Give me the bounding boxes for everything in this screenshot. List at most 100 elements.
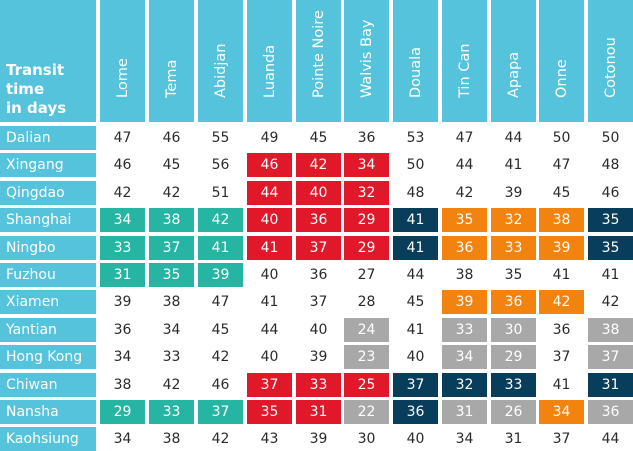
table-cell: 42 (211, 349, 230, 365)
table-cell: 41 (552, 267, 571, 283)
table-cell: 45 (162, 157, 181, 173)
corner-label-line-2: time (6, 80, 45, 98)
column-header-label: Luanda (261, 44, 278, 98)
table-cell: 40 (260, 349, 279, 365)
column-header-label: Apapa (505, 51, 522, 98)
table-cell: 37 (149, 236, 194, 260)
table-cell: 38 (455, 267, 474, 283)
table-cell: 37 (552, 349, 571, 365)
table-cell: 31 (504, 431, 523, 447)
table-cell: 44 (260, 322, 279, 338)
table-cell: 36 (442, 236, 487, 260)
table-cell: 34 (113, 349, 132, 365)
row-header-dalian: Dalian (0, 126, 96, 150)
row-header-fuzhou: Fuzhou (0, 263, 96, 287)
table-cell: 29 (344, 236, 389, 260)
table-cell: 35 (149, 263, 194, 287)
row-header-chiwan: Chiwan (0, 373, 96, 397)
table-cell: 40 (260, 267, 279, 283)
column-header-tema: Tema (149, 0, 194, 122)
table-cell: 45 (309, 130, 328, 146)
column-header-label: Lome (114, 58, 131, 98)
table-cell: 33 (491, 236, 536, 260)
column-header-label: Pointe Noire (310, 10, 327, 98)
table-cell: 41 (393, 208, 438, 232)
table-cell: 38 (162, 294, 181, 310)
row-header-kaohsiung: Kaohsiung (0, 427, 96, 451)
table-cell: 37 (309, 294, 328, 310)
table-cell: 22 (344, 400, 389, 424)
table-corner-header: Transit time in days (0, 0, 96, 122)
table-cell: 41 (406, 322, 425, 338)
table-cell: 25 (344, 373, 389, 397)
table-cell: 33 (296, 373, 341, 397)
table-cell: 34 (100, 208, 145, 232)
column-header-luanda: Luanda (247, 0, 292, 122)
table-cell: 42 (113, 185, 132, 201)
column-header-label: Cotonou (602, 37, 619, 98)
table-cell: 50 (552, 130, 571, 146)
table-cell: 34 (442, 345, 487, 369)
corner-label-line-3: in days (6, 99, 67, 117)
table-cell: 36 (552, 322, 571, 338)
table-cell: 37 (393, 373, 438, 397)
row-header-nansha: Nansha (0, 400, 96, 424)
row-header-shanghai: Shanghai (0, 208, 96, 232)
column-header-cotonou: Cotonou (588, 0, 633, 122)
column-header-tin-can: Tin Can (442, 0, 487, 122)
table-cell: 45 (552, 185, 571, 201)
table-cell: 32 (442, 373, 487, 397)
table-cell: 40 (309, 322, 328, 338)
table-cell: 34 (455, 431, 474, 447)
table-cell: 44 (406, 267, 425, 283)
table-cell: 44 (504, 130, 523, 146)
table-cell: 36 (393, 400, 438, 424)
row-header-yantian: Yantian (0, 318, 96, 342)
table-cell: 36 (296, 208, 341, 232)
table-cell: 27 (357, 267, 376, 283)
table-cell: 49 (260, 130, 279, 146)
table-cell: 37 (296, 236, 341, 260)
table-cell: 47 (552, 157, 571, 173)
table-cell: 34 (539, 400, 584, 424)
table-cell: 39 (442, 290, 487, 314)
table-cell: 50 (406, 157, 425, 173)
table-cell: 39 (504, 185, 523, 201)
corner-label-line-1: Transit (6, 61, 65, 79)
table-cell: 34 (113, 431, 132, 447)
table-cell: 39 (309, 349, 328, 365)
table-cell: 36 (588, 400, 633, 424)
table-cell: 31 (296, 400, 341, 424)
table-cell: 40 (247, 208, 292, 232)
table-cell: 35 (588, 236, 633, 260)
row-header-ningbo: Ningbo (0, 236, 96, 260)
table-cell: 34 (344, 153, 389, 177)
table-cell: 51 (211, 185, 230, 201)
table-cell: 55 (211, 130, 230, 146)
row-header-xingang: Xingang (0, 153, 96, 177)
table-cell: 35 (442, 208, 487, 232)
table-cell: 29 (491, 345, 536, 369)
table-cell: 26 (491, 400, 536, 424)
column-header-label: Tin Can (456, 43, 473, 98)
table-cell: 41 (260, 294, 279, 310)
table-cell: 46 (247, 153, 292, 177)
row-header-qingdao: Qingdao (0, 181, 96, 205)
column-header-label: Abidjan (212, 43, 229, 98)
row-header-xiamen: Xiamen (0, 290, 96, 314)
table-cell: 40 (406, 431, 425, 447)
table-cell: 39 (309, 431, 328, 447)
table-cell: 48 (406, 185, 425, 201)
table-cell: 35 (504, 267, 523, 283)
table-cell: 47 (211, 294, 230, 310)
table-cell: 45 (406, 294, 425, 310)
table-cell: 42 (198, 208, 243, 232)
column-header-label: Walvis Bay (358, 19, 375, 98)
row-header-hong-kong: Hong Kong (0, 345, 96, 369)
table-cell: 30 (357, 431, 376, 447)
table-cell: 46 (601, 185, 620, 201)
column-header-apapa: Apapa (491, 0, 536, 122)
table-cell: 38 (588, 318, 633, 342)
table-cell: 39 (198, 263, 243, 287)
